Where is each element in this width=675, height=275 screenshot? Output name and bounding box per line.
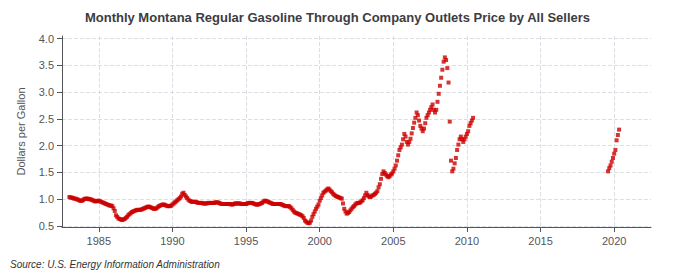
svg-text:2020: 2020 <box>602 235 626 247</box>
svg-text:Dollars per Gallon: Dollars per Gallon <box>15 87 27 175</box>
svg-text:1.5: 1.5 <box>39 166 54 178</box>
svg-text:3.0: 3.0 <box>39 86 54 98</box>
svg-text:1.0: 1.0 <box>39 193 54 205</box>
svg-text:4.0: 4.0 <box>39 33 54 45</box>
svg-text:2010: 2010 <box>455 235 479 247</box>
svg-text:3.5: 3.5 <box>39 59 54 71</box>
svg-text:2000: 2000 <box>307 235 331 247</box>
svg-text:1990: 1990 <box>160 235 184 247</box>
svg-text:1985: 1985 <box>87 235 111 247</box>
svg-text:2015: 2015 <box>528 235 552 247</box>
svg-text:2.0: 2.0 <box>39 140 54 152</box>
svg-text:2005: 2005 <box>381 235 405 247</box>
svg-text:Source: U.S. Energy Informatio: Source: U.S. Energy Information Administ… <box>10 259 220 270</box>
svg-text:Monthly Montana Regular Gasoli: Monthly Montana Regular Gasoline Through… <box>85 10 590 25</box>
svg-text:2.5: 2.5 <box>39 113 54 125</box>
svg-text:0.5: 0.5 <box>39 220 54 232</box>
svg-text:1995: 1995 <box>234 235 258 247</box>
